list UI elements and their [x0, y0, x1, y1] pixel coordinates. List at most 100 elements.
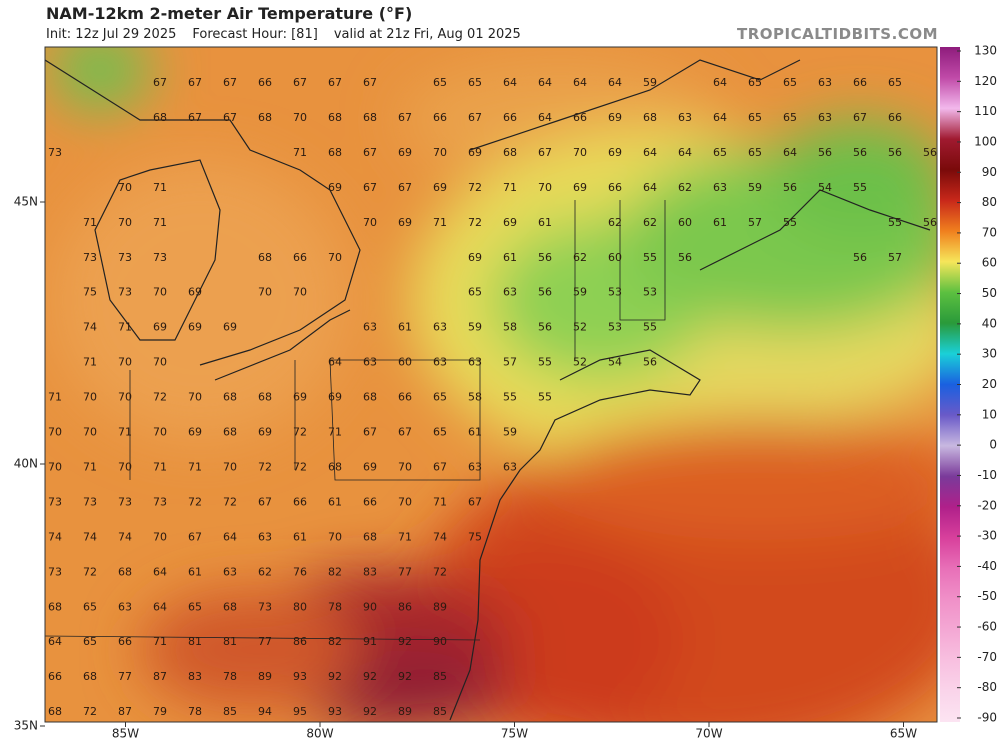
- lat-label: 35N: [14, 719, 38, 733]
- temperature-value: 85: [433, 705, 447, 718]
- temperature-value: 72: [468, 216, 482, 229]
- temperature-value: 72: [83, 705, 97, 718]
- coastlines: [45, 59, 931, 721]
- temperature-value: 59: [748, 181, 762, 194]
- temperature-value: 67: [153, 76, 167, 89]
- colorbar-label: -60: [977, 620, 997, 634]
- temperature-value: 70: [188, 391, 202, 404]
- source: TROPICALTIDBITS.COM: [737, 25, 938, 43]
- temperature-value: 57: [888, 251, 902, 264]
- temperature-value: 53: [608, 321, 622, 334]
- temperature-value: 58: [468, 391, 482, 404]
- temperature-value: 68: [643, 111, 657, 124]
- temperature-value: 70: [538, 181, 552, 194]
- temperature-value: 63: [503, 286, 517, 299]
- temperature-value: 78: [223, 670, 237, 683]
- temperature-value: 71: [83, 460, 97, 473]
- temperature-value: 73: [83, 251, 97, 264]
- colorbar-label: 10: [982, 407, 997, 421]
- temperature-value: 60: [608, 251, 622, 264]
- temperature-value: 68: [48, 705, 62, 718]
- temperature-value: 70: [293, 286, 307, 299]
- lon-label: 85W: [112, 727, 139, 741]
- colorbar-label: 40: [982, 316, 997, 330]
- temperature-field: 67 67 67 66 67 67 67 65 65 64 64 64 64 59 64 65 65 63 66 65…: [45, 47, 937, 722]
- temperature-value: 55: [888, 216, 902, 229]
- temperature-value: 69: [188, 321, 202, 334]
- colorbar-label: -40: [977, 559, 997, 573]
- temperature-value: 69: [328, 181, 342, 194]
- lat-label: 40N: [14, 457, 38, 471]
- temperature-value: 63: [818, 111, 832, 124]
- temperature-value: 68: [153, 111, 167, 124]
- temperature-value: 70: [118, 181, 132, 194]
- temperature-value: 69: [398, 146, 412, 159]
- temperature-value: 68: [48, 600, 62, 613]
- temperature-value: 89: [258, 670, 272, 683]
- temperature-value: 56: [538, 251, 552, 264]
- temperature-value: 66: [258, 76, 272, 89]
- temperature-value: 71: [118, 426, 132, 439]
- temperature-value: 68: [363, 530, 377, 543]
- temperature-value: 70: [118, 356, 132, 369]
- temperature-value: 72: [433, 565, 447, 578]
- temperature-value: 63: [223, 565, 237, 578]
- temperature-value: 81: [223, 635, 237, 648]
- temperature-value: 68: [258, 391, 272, 404]
- temperature-value: 73: [48, 565, 62, 578]
- temperature-value: 63: [258, 530, 272, 543]
- temperature-value: 56: [538, 321, 552, 334]
- temperature-value: 76: [293, 565, 307, 578]
- temperature-value: 68: [328, 146, 342, 159]
- temperature-value: 74: [48, 530, 62, 543]
- temperature-value: 52: [573, 356, 587, 369]
- temperature-value: 69: [153, 321, 167, 334]
- colorbar-label: 90: [982, 165, 997, 179]
- temperature-value: 86: [293, 635, 307, 648]
- temperature-value: 55: [853, 181, 867, 194]
- temperature-value: 69: [468, 251, 482, 264]
- temperature-value: 56: [923, 216, 937, 229]
- temperature-value: 71: [153, 181, 167, 194]
- temperature-value: 61: [188, 565, 202, 578]
- temperature-value: 60: [678, 216, 692, 229]
- temperature-value: 92: [363, 705, 377, 718]
- temperature-value: 56: [678, 251, 692, 264]
- temperature-value: 73: [48, 146, 62, 159]
- temperature-value: 68: [83, 670, 97, 683]
- temperature-value: 53: [643, 286, 657, 299]
- temperature-value: 64: [608, 76, 622, 89]
- temperature-value: 63: [118, 600, 132, 613]
- temperature-value: 67: [223, 76, 237, 89]
- temperature-value: 68: [363, 391, 377, 404]
- temperature-value: 67: [363, 146, 377, 159]
- temperature-value: 83: [188, 670, 202, 683]
- temperature-value: 92: [398, 635, 412, 648]
- temperature-value: 92: [363, 670, 377, 683]
- temperature-value: 87: [153, 670, 167, 683]
- temperature-labels: 67 67 67 66 67 67 67 65 65 64 64 64 64 59 64 65 65 63 66 65…: [48, 76, 937, 718]
- temperature-value: 64: [713, 111, 727, 124]
- temperature-value: 72: [153, 391, 167, 404]
- temperature-value: 56: [538, 286, 552, 299]
- axes: 45N 40N 35N 85W 80W 75W 70W 65W: [14, 195, 917, 741]
- temperature-value: 63: [468, 356, 482, 369]
- temperature-value: 74: [83, 530, 97, 543]
- temperature-value: 70: [153, 356, 167, 369]
- temperature-value: 60: [398, 356, 412, 369]
- temperature-value: 70: [48, 460, 62, 473]
- temperature-value: 74: [118, 530, 132, 543]
- colorbar-label: -30: [977, 529, 997, 543]
- temperature-value: 68: [223, 600, 237, 613]
- temperature-value: 68: [328, 460, 342, 473]
- temperature-value: 59: [503, 426, 517, 439]
- temperature-value: 70: [48, 426, 62, 439]
- temperature-value: 72: [188, 495, 202, 508]
- temperature-value: 70: [398, 460, 412, 473]
- temperature-value: 62: [678, 181, 692, 194]
- temperature-value: 62: [258, 565, 272, 578]
- colorbar-label: 100: [974, 134, 997, 148]
- temperature-value: 63: [433, 356, 447, 369]
- temperature-value: 64: [573, 76, 587, 89]
- temperature-value: 69: [468, 146, 482, 159]
